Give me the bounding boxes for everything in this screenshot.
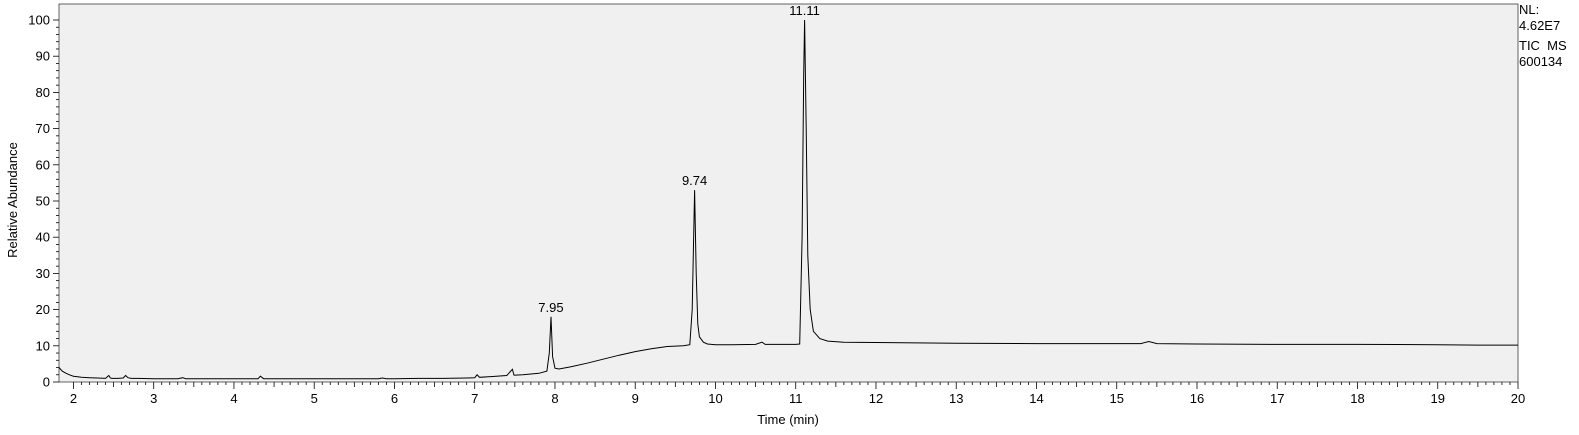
x-tick-label: 20 <box>1511 391 1525 406</box>
scan-filter: TIC MS <box>1519 38 1567 53</box>
x-tick-label: 10 <box>708 391 722 406</box>
nl-value: 4.62E7 <box>1519 18 1561 33</box>
x-tick-label: 19 <box>1431 391 1445 406</box>
nl-label: NL: <box>1519 2 1540 17</box>
y-tick-label: 80 <box>36 85 50 100</box>
peak-label: 11.11 <box>789 3 820 18</box>
x-tick-label: 4 <box>230 391 237 406</box>
sample-id: 600134 <box>1519 54 1563 69</box>
y-tick-label: 10 <box>36 338 50 353</box>
x-tick-label: 5 <box>311 391 318 406</box>
tic-trace <box>58 19 1518 380</box>
x-tick-label: 17 <box>1270 391 1284 406</box>
y-tick-label: 20 <box>36 302 50 317</box>
x-tick-label: 7 <box>471 391 478 406</box>
x-tick-label: 11 <box>789 391 803 406</box>
peak-labels: 7.95 9.74 11.11 <box>538 3 820 315</box>
x-tick-label: 9 <box>632 391 639 406</box>
y-axis: 0 10 20 30 40 50 60 70 80 90 100 <box>28 13 59 390</box>
plot-area <box>58 3 1519 383</box>
x-axis: 2 3 4 5 6 7 8 9 10 11 12 13 14 15 16 17 18 19 20 <box>70 382 1525 406</box>
y-tick-label: 60 <box>36 157 50 172</box>
x-tick-label: 18 <box>1350 391 1364 406</box>
y-tick-label: 100 <box>28 13 50 28</box>
y-tick-label: 0 <box>43 375 50 390</box>
peak-label: 9.74 <box>682 173 707 188</box>
x-tick-label: 6 <box>391 391 398 406</box>
x-tick-label: 15 <box>1110 391 1124 406</box>
x-axis-title: Time (min) <box>757 412 819 427</box>
x-tick-label: 12 <box>869 391 883 406</box>
x-tick-label: 2 <box>70 391 77 406</box>
x-tick-label: 8 <box>551 391 558 406</box>
x-tick-label: 16 <box>1190 391 1204 406</box>
x-tick-label: 14 <box>1029 391 1043 406</box>
y-tick-label: 40 <box>36 230 50 245</box>
x-tick-label: 3 <box>150 391 157 406</box>
y-tick-label: 90 <box>36 49 50 64</box>
x-tick-label: 13 <box>949 391 963 406</box>
y-tick-label: 70 <box>36 121 50 136</box>
y-tick-label: 30 <box>36 266 50 281</box>
peak-label: 7.95 <box>538 300 563 315</box>
y-axis-title: Relative Abundance <box>5 142 20 258</box>
y-tick-label: 50 <box>36 194 50 209</box>
